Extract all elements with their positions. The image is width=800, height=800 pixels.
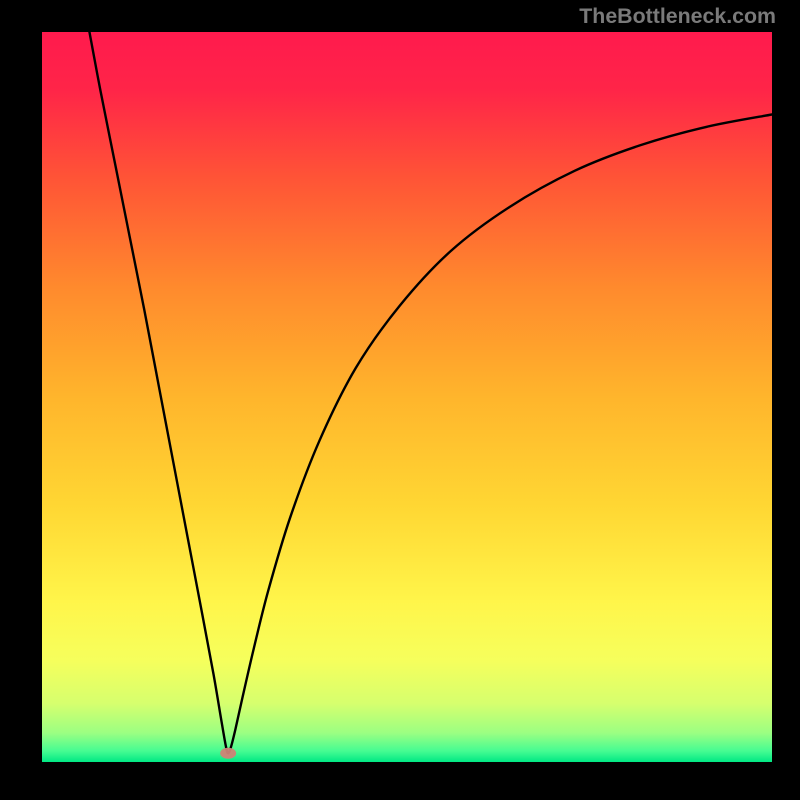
minimum-marker [220, 748, 236, 759]
watermark-text: TheBottleneck.com [579, 4, 776, 29]
canvas: TheBottleneck.com [0, 0, 800, 800]
chart-svg [42, 32, 772, 762]
plot-area [42, 32, 772, 762]
bottleneck-curve [89, 32, 772, 753]
